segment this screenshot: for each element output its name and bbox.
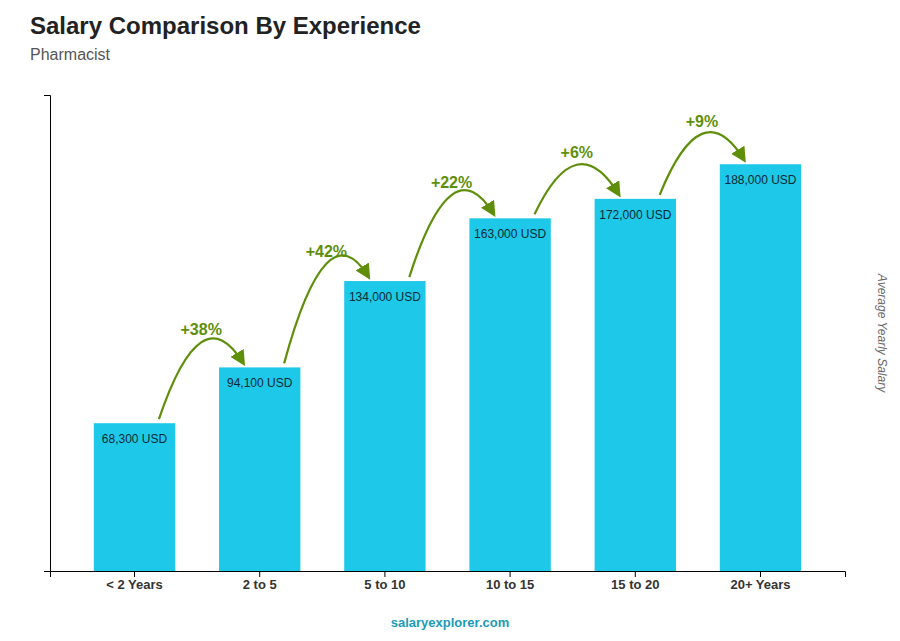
x-tick-mark [510,571,511,577]
change-arrow [409,190,494,277]
plot: < 2 Years 2 to 5 5 to 10 10 to 15 15 to 20 20… [44,96,846,593]
y-axis-title: Average Yearly Salary [875,273,889,393]
bar [219,367,300,571]
x-tick: 5 to 10 [364,571,405,592]
chart: Salary Comparison By Experience Pharmacis… [0,0,900,641]
change-arrows: +38% +42% +22% +6% +9% [159,113,744,419]
x-tick-mark [134,571,135,577]
change-label: +6% [561,144,593,161]
source: salaryexplorer.com [391,615,510,630]
title: Salary Comparison By Experience [30,12,421,39]
bar [94,423,175,571]
change-arrow [284,255,369,363]
change-arrow [535,164,620,214]
x-tick: < 2 Years [106,571,163,592]
bar [469,218,550,571]
x-tick-label: 15 to 20 [611,577,659,592]
bar [595,199,676,571]
x-tick-mark [760,571,761,577]
y-axis-line [44,96,51,572]
change-arrow [660,132,745,195]
change-label: +38% [180,321,221,338]
change-label: +22% [431,174,472,191]
data-label: 188,000 USD [724,173,796,187]
x-tick-mark [635,571,636,577]
x-tick: 20+ Years [730,571,790,592]
x-axis-line [51,572,846,578]
bar [720,164,801,571]
change-label: +9% [686,113,718,130]
change-label: +42% [306,243,347,260]
x-tick-label: 20+ Years [730,577,790,592]
x-tick: 10 to 15 [486,571,534,592]
x-tick: 15 to 20 [611,571,659,592]
x-tick-mark [259,571,260,577]
data-label: 172,000 USD [599,208,671,222]
x-tick-label: 5 to 10 [364,577,405,592]
data-label: 163,000 USD [474,227,546,241]
x-tick: 2 to 5 [243,571,277,592]
bar [344,281,425,571]
x-axis: < 2 Years 2 to 5 5 to 10 10 to 15 15 to 20 20… [51,571,846,592]
change-arrow [159,338,244,419]
x-tick-label: < 2 Years [106,577,163,592]
y-axis [44,96,51,572]
data-label: 134,000 USD [349,290,421,304]
data-label: 68,300 USD [102,432,168,446]
data-labels: 68,300 USD 94,100 USD 134,000 USD 163,000 U… [102,173,797,446]
x-tick-label: 10 to 15 [486,577,534,592]
x-tick-mark [384,571,385,577]
bars [94,164,801,571]
data-label: 94,100 USD [227,376,293,390]
subtitle: Pharmacist [30,46,111,63]
x-tick-label: 2 to 5 [243,577,277,592]
